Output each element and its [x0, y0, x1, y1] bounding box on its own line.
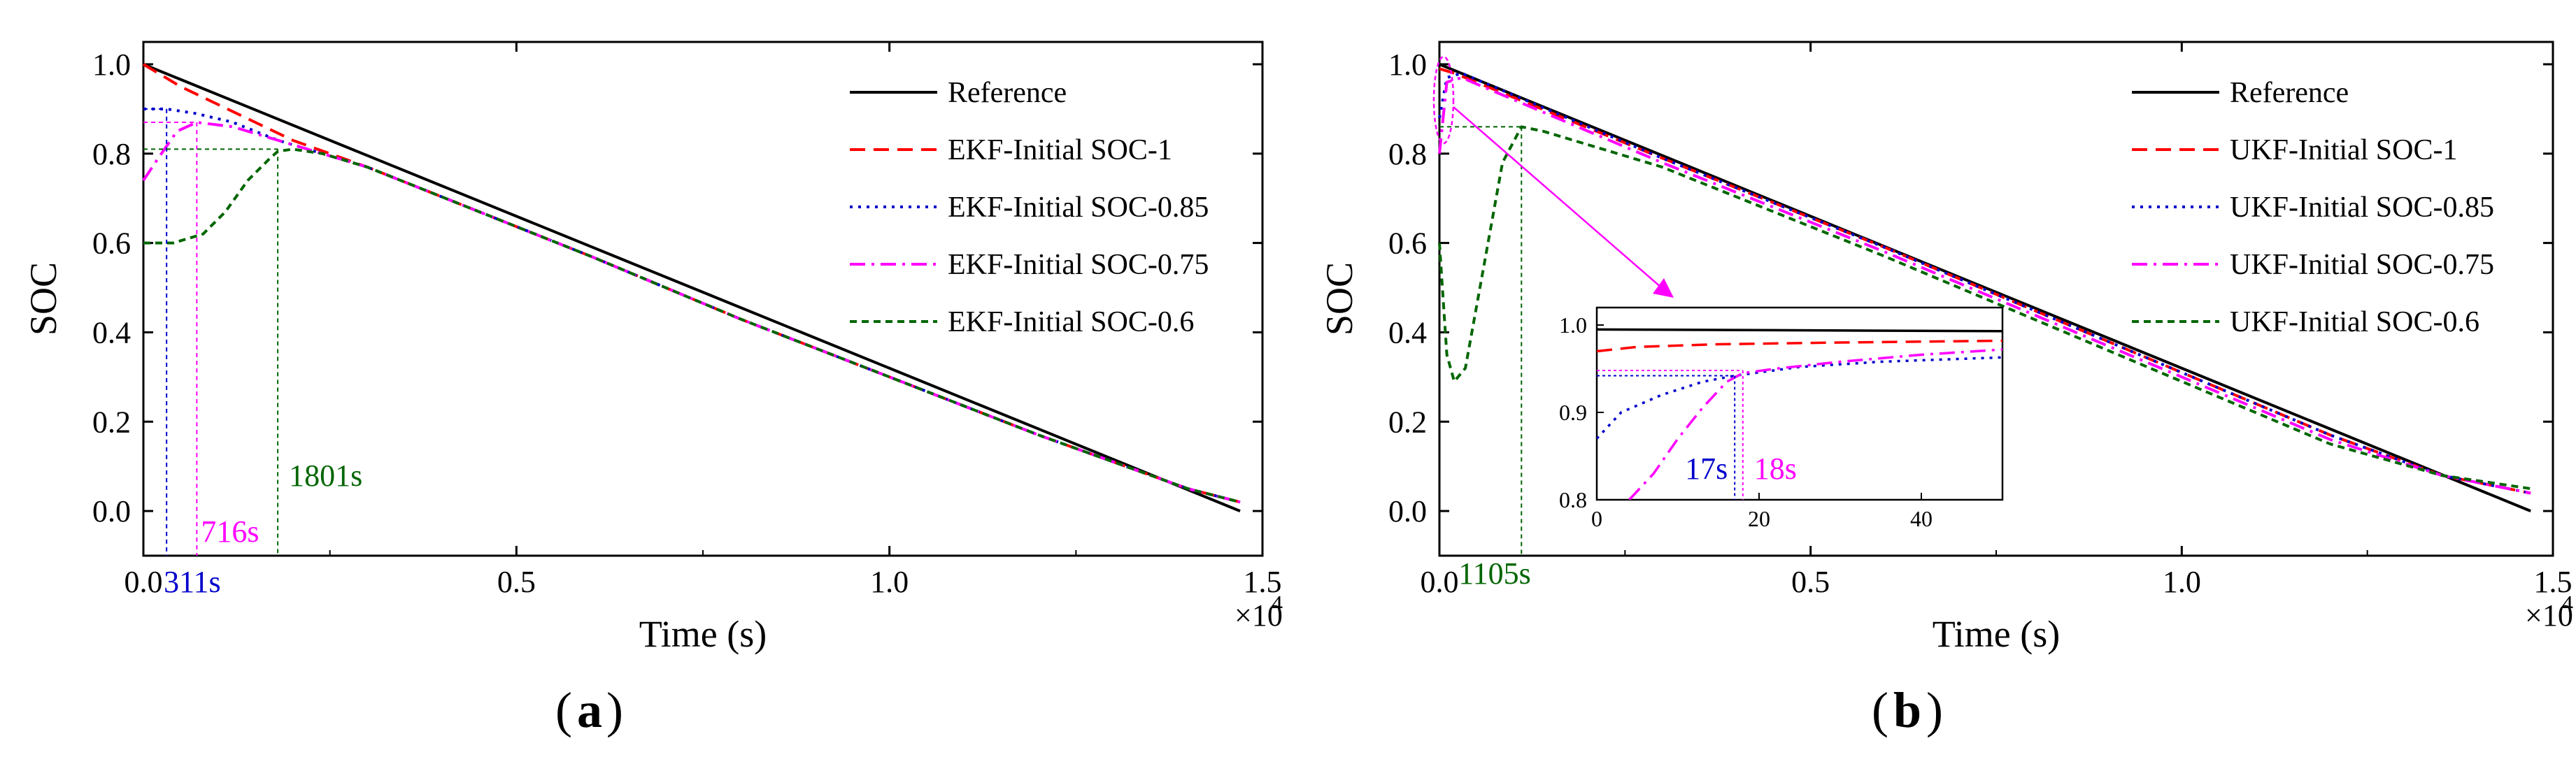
- series-line-soc075: [1438, 76, 2531, 495]
- series-line-soc075: [142, 121, 1241, 504]
- y-tick-label: 0.8: [92, 137, 131, 171]
- x-tick-label: 1.5: [2534, 565, 2573, 599]
- y-tick-label: 0.6: [1388, 226, 1427, 261]
- series-line-soc06: [143, 147, 1241, 504]
- x-axis-title: Time (s): [1933, 613, 2061, 655]
- inset-y-tick-label: 0.8: [1559, 487, 1587, 512]
- y-tick-label: 0.2: [1388, 405, 1427, 439]
- panel-a-chart: 0.0 0.5 1.0 1.5 0.0 0.2 0.4 0.6 0.8 1.0 Time (s) SO…: [22, 41, 1283, 655]
- x-multiplier-exponent: 4: [1271, 591, 1283, 617]
- svg-text:): ): [1926, 682, 1943, 738]
- zoom-arrow-head: [1653, 278, 1674, 298]
- x-multiplier: ×10: [2525, 598, 2573, 633]
- svg-text:(: (: [555, 682, 572, 738]
- y-tick-label: 0.4: [1388, 315, 1427, 349]
- y-tick-label: 0.4: [92, 315, 131, 349]
- panel-a-letter: a: [577, 682, 602, 738]
- series-line-soc06: [1438, 125, 2531, 491]
- panel-a-label: ( a ): [555, 682, 623, 738]
- legend-label: UKF-Initial SOC-1: [2230, 134, 2458, 166]
- inset-annotation-label: 17s: [1685, 452, 1728, 486]
- legend-label: EKF-Initial SOC-0.6: [948, 306, 1194, 338]
- legend-label: UKF-Initial SOC-0.6: [2230, 306, 2479, 338]
- inset-frame: [1595, 306, 2004, 501]
- x-tick-label: 0.5: [497, 565, 536, 599]
- x-tick-label: 0.5: [1791, 565, 1830, 599]
- inset-series-line-soc085: [1597, 356, 2002, 440]
- legend-label: EKF-Initial SOC-0.85: [948, 192, 1209, 224]
- legend-label: UKF-Initial SOC-0.75: [2230, 249, 2494, 281]
- legend-label: EKF-Initial SOC-1: [948, 134, 1172, 166]
- svg-text:(: (: [1872, 682, 1888, 738]
- annotation-label: 1105s: [1458, 556, 1531, 591]
- panel-b-chart: 0.0 0.5 1.0 1.5 0.0 0.2 0.4 0.6 0.8 1.0 Time (s) SO…: [1318, 41, 2573, 655]
- zoom-arrow-line: [1453, 106, 1667, 293]
- series-line-soc085: [143, 107, 1241, 504]
- series-line-reference: [1439, 63, 2531, 512]
- svg-text:): ): [606, 682, 623, 738]
- inset-chart: 0 20 40 0.8 0.9 1.0 17s 18s: [1559, 306, 2004, 531]
- inset-x-tick-label: 20: [1748, 506, 1770, 531]
- series-line-soc1: [1439, 67, 2531, 495]
- annotation-label: 311s: [164, 565, 221, 599]
- legend-label: UKF-Initial SOC-0.85: [2230, 192, 2494, 224]
- inset-y-tick-label: 0.9: [1559, 400, 1587, 425]
- x-axis-title: Time (s): [639, 613, 767, 655]
- x-tick-label: 0.0: [1421, 565, 1459, 599]
- inset-series-line-soc1: [1597, 339, 2002, 353]
- legend-label: Reference: [948, 77, 1067, 109]
- annotation-label: 1801s: [289, 459, 362, 493]
- x-tick-label: 0.0: [124, 565, 163, 599]
- y-tick-label: 0.0: [1388, 494, 1427, 528]
- y-tick-label: 1.0: [1388, 48, 1427, 82]
- zoom-marker: [1432, 55, 1455, 145]
- x-tick-label: 1.5: [1244, 565, 1282, 599]
- y-tick-label: 0.0: [92, 494, 131, 528]
- x-tick-label: 1.0: [870, 565, 909, 599]
- y-axis-title: SOC: [1318, 262, 1360, 336]
- y-axis-title: SOC: [22, 262, 64, 336]
- y-tick-label: 1.0: [92, 48, 131, 82]
- annotation-label: 716s: [201, 514, 259, 549]
- x-tick-label: 1.0: [2163, 565, 2201, 599]
- legend-label: EKF-Initial SOC-0.75: [948, 249, 1209, 281]
- inset-annotation-label: 18s: [1754, 452, 1797, 486]
- panel-b-letter: b: [1893, 682, 1921, 738]
- legend-label: Reference: [2230, 77, 2349, 109]
- y-tick-label: 0.2: [92, 405, 131, 439]
- inset-x-tick-label: 40: [1910, 506, 1933, 531]
- x-multiplier-exponent: 4: [2561, 591, 2573, 617]
- inset-x-tick-label: 0: [1591, 506, 1602, 531]
- series-line-reference: [143, 63, 1241, 512]
- y-tick-label: 0.6: [92, 226, 131, 261]
- x-multiplier: ×10: [1234, 598, 1283, 633]
- series-line-soc085: [1438, 71, 2531, 495]
- panel-b-label: ( b ): [1872, 682, 1943, 738]
- inset-series-line-reference: [1597, 328, 2002, 333]
- y-tick-label: 0.8: [1388, 137, 1427, 171]
- inset-y-tick-label: 1.0: [1559, 312, 1587, 338]
